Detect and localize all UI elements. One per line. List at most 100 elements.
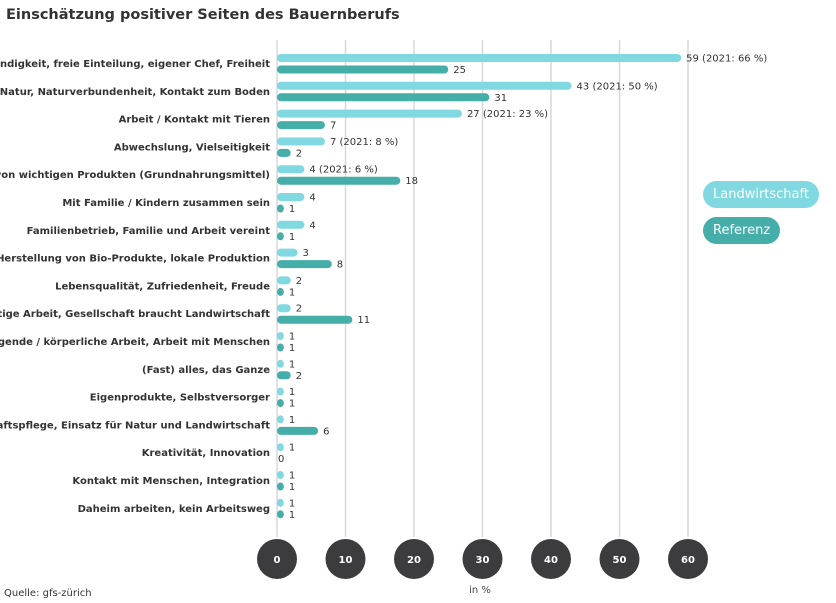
data-label: 27 (2021: 23 %) <box>467 109 548 120</box>
bar-landwirtschaft <box>277 81 572 90</box>
data-label: 6 <box>323 426 329 437</box>
data-label: 2 <box>296 276 302 287</box>
category-label: Lebensqualität, Zufriedenheit, Freude <box>55 281 270 292</box>
data-label: 2 <box>296 148 302 159</box>
tick-label: 30 <box>476 555 490 566</box>
data-label: 0 <box>278 454 284 465</box>
bar-referenz <box>277 260 332 269</box>
bar-landwirtschaft <box>277 415 284 424</box>
bar-landwirtschaft <box>277 304 291 313</box>
tick-circle <box>668 539 708 579</box>
bar-referenz <box>277 176 401 185</box>
data-label: 2 <box>296 304 302 315</box>
tick-circle <box>599 539 640 579</box>
bar-landwirtschaft <box>277 443 284 452</box>
category-label: Herstellung von Bio-Produkte, lokale Pro… <box>0 254 270 265</box>
category-label: Landschaftspflege, Einsatz für Natur und… <box>0 420 270 431</box>
source-note: Quelle: gfs-zürich <box>4 588 92 599</box>
data-label: 1 <box>289 498 295 509</box>
data-label: 1 <box>289 232 295 243</box>
category-label: Daheim arbeiten, kein Arbeitsweg <box>78 504 270 515</box>
tick-circle <box>394 539 434 579</box>
bar-referenz <box>277 204 284 213</box>
data-label: 3 <box>303 248 309 259</box>
data-label: 1 <box>289 287 295 298</box>
data-label: 1 <box>289 399 295 410</box>
category-label: Abwechslung, Vielseitigkeit <box>114 142 270 153</box>
data-label: 1 <box>289 204 295 215</box>
bar-landwirtschaft <box>277 276 291 285</box>
data-label: 1 <box>289 332 295 343</box>
tick-circle <box>462 539 503 579</box>
bar-landwirtschaft <box>277 359 284 368</box>
tick-label: 0 <box>274 555 281 566</box>
category-label: Familienbetrieb, Familie und Arbeit vere… <box>27 226 271 237</box>
bar-landwirtschaft <box>277 109 462 118</box>
bar-referenz <box>277 287 284 296</box>
bar-referenz <box>277 371 291 380</box>
bar-referenz <box>277 148 291 157</box>
data-label: 1 <box>289 415 295 426</box>
category-label: Selbstständigkeit, freie Einteilung, eig… <box>0 59 270 70</box>
bar-referenz <box>277 93 490 102</box>
tick-circle <box>257 539 297 579</box>
category-label: (Fast) alles, das Ganze <box>142 365 270 376</box>
legend-referenz: Referenz <box>703 217 781 244</box>
category-label: Kontakt mit Menschen, Integration <box>72 476 270 487</box>
data-label: 11 <box>357 315 370 326</box>
tick-label: 20 <box>407 555 421 566</box>
bar-landwirtschaft <box>277 332 284 340</box>
bar-landwirtschaft <box>277 137 325 146</box>
tick-circle <box>325 539 366 579</box>
bar-referenz <box>277 315 353 324</box>
data-label: 1 <box>289 482 295 493</box>
data-label: 7 (2021: 8 %) <box>330 137 398 148</box>
data-label: 4 (2021: 6 %) <box>309 165 377 176</box>
bar-referenz <box>277 482 284 491</box>
category-label: Mit Familie / Kindern zusammen sein <box>62 198 270 209</box>
x-axis-label: in % <box>469 585 491 596</box>
bar-landwirtschaft <box>277 387 284 396</box>
data-label: 25 <box>453 65 466 76</box>
bar-landwirtschaft <box>277 165 305 174</box>
bar-landwirtschaft <box>277 220 305 229</box>
data-label: 4 <box>309 220 315 231</box>
category-label: Kreativität, Innovation <box>142 448 270 459</box>
legend-landwirtschaft: Landwirtschaft <box>703 181 819 208</box>
category-label: Wichtige Arbeit, Gesellschaft braucht La… <box>0 309 270 320</box>
data-label: 1 <box>289 510 295 521</box>
category-label: Herstellen von wichtigen Produkten (Grun… <box>0 170 270 181</box>
tick-label: 40 <box>544 555 558 566</box>
bar-landwirtschaft <box>277 471 284 479</box>
bar-landwirtschaft <box>277 498 284 507</box>
data-label: 1 <box>289 471 295 482</box>
data-label: 43 (2021: 50 %) <box>577 81 658 92</box>
bar-referenz <box>277 510 284 519</box>
tick-label: 50 <box>613 555 627 566</box>
tick-label: 10 <box>339 555 353 566</box>
bar-landwirtschaft <box>277 248 298 257</box>
bar-referenz <box>277 121 325 130</box>
data-label: 7 <box>330 121 336 132</box>
category-label: Eigenprodukte, Selbstversorger <box>90 393 270 404</box>
data-label: 4 <box>309 193 315 204</box>
bar-referenz <box>277 65 449 74</box>
data-label: 31 <box>494 93 507 104</box>
data-label: 1 <box>289 387 295 398</box>
bar-landwirtschaft <box>277 54 682 62</box>
data-label: 59 (2021: 66 %) <box>686 54 767 65</box>
data-label: 1 <box>289 343 295 354</box>
data-label: 1 <box>289 359 295 370</box>
data-label: 1 <box>289 443 295 454</box>
data-label: 8 <box>337 260 343 271</box>
category-label: Arbeit / Kontakt mit Tieren <box>119 115 270 126</box>
bar-referenz <box>277 343 284 352</box>
bar-landwirtschaft <box>277 193 305 201</box>
tick-label: 60 <box>681 555 695 566</box>
bar-referenz <box>277 399 284 408</box>
category-label: Arbeiten in Natur, Naturverbundenheit, K… <box>0 87 270 98</box>
data-label: 2 <box>296 371 302 382</box>
data-label: 18 <box>405 176 418 187</box>
tick-circle <box>531 539 571 579</box>
